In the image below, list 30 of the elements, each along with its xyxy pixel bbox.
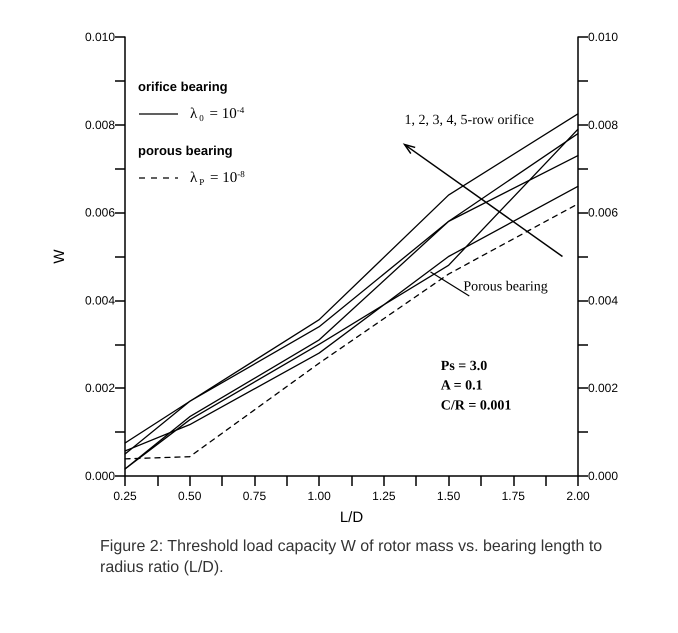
annotation: Porous bearing [463,280,548,295]
y2-tick-label: 0.006 [588,206,618,220]
x-tick-label: 0.25 [113,489,137,503]
x-tick-label: 0.75 [242,489,266,503]
y2-tick-label: 0.010 [588,30,618,44]
y2-tick-label: 0.000 [588,469,618,483]
annotation: 1, 2, 3, 4, 5-row orifice [404,112,534,128]
x-tick-label: 0.50 [178,489,202,503]
x-tick-label: 1.75 [502,489,526,503]
annotation: porous bearing [138,143,233,158]
x-tick-label: 2.00 [566,489,590,503]
caption: Figure 2: Threshold load capacity W of rotor mass vs. bearing length to radius ratio (L/D). [100,537,604,578]
x-axis-title: L/D [340,509,364,526]
y-tick-label: 0.008 [84,118,116,132]
y-tick-label: 0.010 [84,30,116,44]
y-axis-title: W [51,248,68,264]
y2-tick-label: 0.002 [588,381,618,396]
legend-title: orifice bearing [138,79,228,94]
y-tick-label: 0.000 [84,469,116,483]
y-tick-label: 0.004 [84,293,116,308]
annotation: Ps = 3.0 [440,358,488,374]
x-tick-label: 1.50 [436,489,461,503]
y2-tick-label: 0.004 [588,293,618,308]
y-tick-label: 0.006 [84,206,116,220]
y2-tick-label: 0.008 [588,118,618,132]
x-tick-label: 1.25 [372,489,396,503]
annotation: A = 0.1 [440,378,483,394]
y-tick-label: 0.002 [84,381,116,396]
x-tick-label: 1.00 [307,489,332,503]
annotation: C/R = 0.001 [440,398,512,414]
